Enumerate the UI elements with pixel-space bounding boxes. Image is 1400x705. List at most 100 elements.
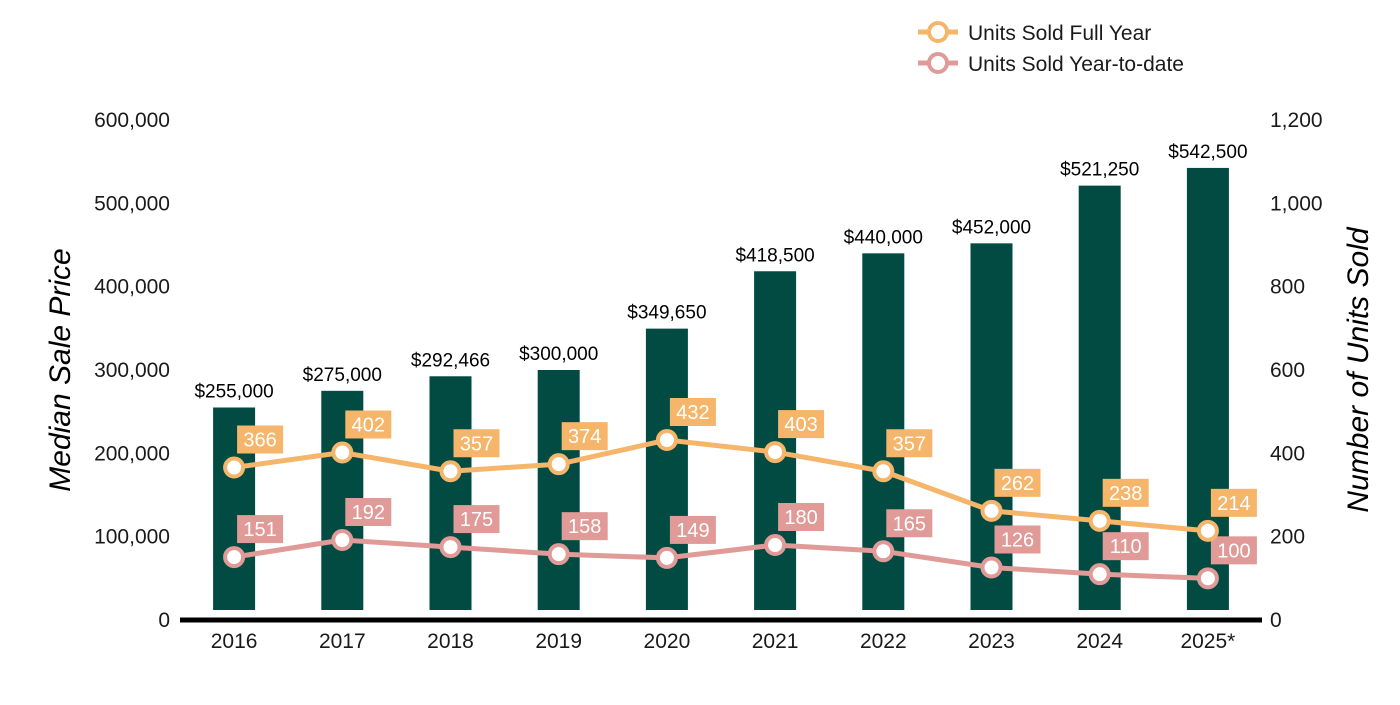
point-label-box <box>345 410 392 439</box>
point-value-label: 432 <box>676 402 709 424</box>
point-units-sold-full-year <box>655 429 678 451</box>
bar-value-label: $521,250 <box>1060 160 1139 181</box>
bar-value-label: $292,466 <box>411 350 490 371</box>
point-label-box <box>669 515 716 544</box>
point-units-sold-year-to-date <box>980 556 1003 579</box>
point-value-label: 192 <box>352 502 385 524</box>
legend: Units Sold Full Year Units Sold Year-to-d… <box>918 21 1184 76</box>
bar-2019 <box>537 370 580 610</box>
point-label-box <box>669 398 716 426</box>
point-label-box <box>886 429 933 458</box>
x-tick-label: 2022 <box>860 630 907 653</box>
y-left-tick-label: 500,000 <box>94 192 170 215</box>
point-value-label: 126 <box>1001 530 1034 552</box>
point-label-box <box>561 512 608 541</box>
y-left-tick-label: 600,000 <box>94 109 170 132</box>
point-value-label: 374 <box>568 426 601 448</box>
point-units-sold-full-year <box>980 499 1003 522</box>
bar-value-label: $452,000 <box>952 217 1031 238</box>
point-value-label: 180 <box>784 507 817 529</box>
point-units-sold-year-to-date <box>872 540 895 563</box>
legend-label-units-sold-full-year: Units Sold Full Year <box>968 22 1151 45</box>
line-units-sold-year-to-date <box>231 537 1211 581</box>
point-label-box <box>237 425 284 454</box>
point-value-label: 357 <box>893 433 926 455</box>
point-units-sold-year-to-date <box>1088 563 1111 586</box>
point-label-box <box>453 429 500 458</box>
x-tick-label: 2017 <box>319 630 366 653</box>
lines-layer: 151 192 175 158 149 180 165 126 110 100 366 402 357 3… <box>223 398 1257 590</box>
point-value-label: 110 <box>1110 536 1142 558</box>
point-label-box <box>237 515 284 544</box>
point-value-label: 158 <box>568 516 601 538</box>
point-units-sold-year-to-date <box>331 529 354 551</box>
y-right-tick-label: 600 <box>1270 359 1305 382</box>
point-value-label: 149 <box>676 520 709 542</box>
x-tick-label: 2025* <box>1180 630 1235 653</box>
point-units-sold-year-to-date <box>439 536 462 559</box>
y-left-axis-title: Median Sale Price <box>44 248 77 491</box>
bar-value-label: $440,000 <box>844 227 923 248</box>
point-units-sold-year-to-date <box>547 543 570 566</box>
x-tick-label: 2021 <box>752 630 799 653</box>
point-units-sold-full-year <box>764 441 787 464</box>
point-units-sold-year-to-date <box>1196 567 1219 590</box>
point-label-box <box>561 422 608 451</box>
point-value-label: 100 <box>1217 540 1250 562</box>
bar-value-label: $255,000 <box>194 382 273 403</box>
legend-label-units-sold-year-to-date: Units Sold Year-to-date <box>968 53 1184 76</box>
point-units-sold-year-to-date <box>223 546 246 569</box>
x-tick-label: 2016 <box>211 630 258 653</box>
point-value-label: 357 <box>460 433 493 455</box>
point-value-label: 402 <box>352 415 385 437</box>
point-label-box <box>994 525 1041 554</box>
x-tick-label: 2018 <box>427 630 474 653</box>
x-tick-label: 2023 <box>968 630 1015 653</box>
point-units-sold-full-year <box>872 460 895 483</box>
point-value-label: 175 <box>460 509 493 531</box>
point-label-box <box>1102 478 1149 507</box>
point-value-label: 238 <box>1109 483 1142 505</box>
point-label-box <box>453 505 500 534</box>
axes-layer: 2016 2017 2018 2019 2020 2021 2022 2023 2024 2025… <box>44 109 1375 653</box>
bar-value-label: $275,000 <box>303 365 382 386</box>
bar-2021 <box>754 271 797 610</box>
y-right-tick-label: 0 <box>1270 609 1282 632</box>
point-label-box <box>886 509 933 538</box>
y-right-tick-label: 1,200 <box>1270 109 1323 132</box>
y-right-axis-title: Number of Units Sold <box>1342 226 1375 512</box>
point-label-box <box>1102 532 1149 561</box>
point-label-box <box>778 503 825 531</box>
y-right-tick-label: 800 <box>1270 276 1305 299</box>
y-left-tick-label: 100,000 <box>94 526 170 549</box>
y-left-tick-label: 0 <box>158 609 170 632</box>
bar-2018 <box>429 376 472 610</box>
point-units-sold-full-year <box>439 460 462 483</box>
point-units-sold-full-year <box>223 456 246 479</box>
point-units-sold-full-year <box>1088 509 1111 532</box>
point-value-label: 262 <box>1001 473 1034 495</box>
bar-2023 <box>970 243 1013 611</box>
legend-swatch-marker <box>927 21 949 43</box>
point-value-label: 403 <box>784 414 817 436</box>
bar-value-label: $349,650 <box>627 303 706 324</box>
bar-value-label: $542,500 <box>1168 142 1247 163</box>
point-value-label: 151 <box>243 519 276 541</box>
point-units-sold-full-year <box>331 441 354 464</box>
x-tick-label: 2020 <box>644 630 691 653</box>
point-label-box <box>1210 488 1257 517</box>
y-right-tick-label: 1,000 <box>1270 192 1323 215</box>
bar-value-label: $300,000 <box>519 344 598 365</box>
point-units-sold-full-year <box>1196 519 1219 542</box>
point-value-label: 165 <box>893 513 926 535</box>
point-label-box <box>778 410 825 439</box>
x-tick-label: 2019 <box>535 630 582 653</box>
point-value-label: 214 <box>1217 493 1250 515</box>
point-label-box <box>994 468 1041 497</box>
y-left-tick-label: 200,000 <box>94 442 170 465</box>
x-tick-label: 2024 <box>1076 630 1123 653</box>
y-left-tick-label: 400,000 <box>94 276 170 299</box>
point-units-sold-year-to-date <box>764 534 787 556</box>
